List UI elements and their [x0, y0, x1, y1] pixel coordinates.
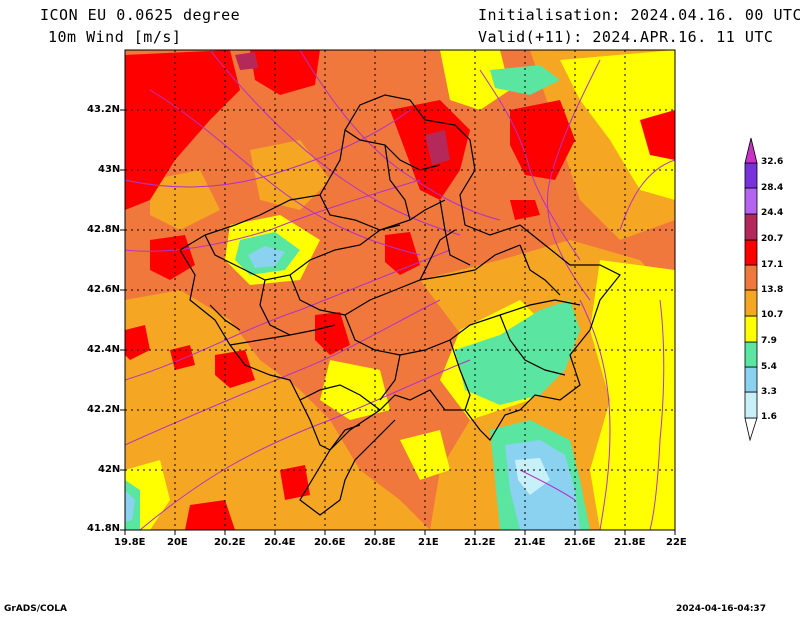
y-tick-label: 42N: [98, 464, 121, 475]
footer-timestamp: 2024-04-16-04:37: [676, 604, 766, 614]
x-tick-label: 21.6E: [564, 537, 596, 548]
colorbar-bin: [744, 162, 758, 189]
x-tick-label: 22E: [666, 537, 687, 548]
model-title: ICON EU 0.0625 degree: [40, 6, 241, 24]
colorbar-bin: [744, 391, 758, 419]
x-tick-label: 21.8E: [614, 537, 646, 548]
tick-marks: [120, 109, 676, 535]
colorbar-bin: [744, 187, 758, 215]
colorbar-bin: [744, 213, 758, 241]
x-tick-label: 20E: [167, 537, 188, 548]
init-time: Initialisation: 2024.04.16. 00 UTC: [478, 6, 800, 24]
colorbar-label: 20.7: [761, 234, 784, 244]
colorbar-high-arrow: [744, 137, 758, 164]
colorbar-label: 17.1: [761, 260, 784, 270]
footer-credit: GrADS/COLA: [4, 604, 67, 614]
x-tick-label: 21E: [418, 537, 439, 548]
graticule: [125, 50, 675, 530]
y-tick-label: 42.6N: [87, 284, 121, 295]
colorbar-label: 7.9: [761, 336, 777, 346]
x-tick-label: 21.4E: [514, 537, 546, 548]
colorbar-label: 24.4: [761, 208, 784, 218]
colorbar-label: 32.6: [761, 157, 784, 167]
colorbar-label: 10.7: [761, 310, 784, 320]
colorbar-label: 13.8: [761, 285, 784, 295]
y-tick-label: 42.8N: [87, 224, 121, 235]
x-tick-label: 20.4E: [264, 537, 296, 548]
colorbar-low-arrow: [744, 417, 758, 442]
colorbar-label: 1.6: [761, 412, 777, 422]
y-tick-label: 43N: [98, 164, 121, 175]
colorbar-label: 5.4: [761, 362, 777, 372]
y-tick-label: 43.2N: [87, 104, 121, 115]
y-tick-label: 41.8N: [87, 523, 121, 534]
x-tick-label: 20.6E: [314, 537, 346, 548]
colorbar-bin: [744, 341, 758, 368]
y-tick-label: 42.4N: [87, 344, 121, 355]
colorbar-bin: [744, 315, 758, 343]
y-tick-label: 42.2N: [87, 404, 121, 415]
colorbar-bin: [744, 366, 758, 393]
colorbar-label: 28.4: [761, 183, 784, 193]
colorbar-bin: [744, 264, 758, 291]
wind-field: [125, 50, 675, 530]
colorbar: [744, 137, 758, 442]
x-tick-label: 20.8E: [364, 537, 396, 548]
x-tick-label: 19.8E: [114, 537, 146, 548]
field-title: 10m Wind [m/s]: [48, 28, 182, 46]
colorbar-bin: [744, 289, 758, 317]
colorbar-bin: [744, 239, 758, 266]
valid-time: Valid(+11): 2024.APR.16. 11 UTC: [478, 28, 774, 46]
x-tick-label: 21.2E: [464, 537, 496, 548]
colorbar-label: 3.3: [761, 387, 777, 397]
x-tick-label: 20.2E: [214, 537, 246, 548]
admin-borders: [179, 94, 621, 516]
